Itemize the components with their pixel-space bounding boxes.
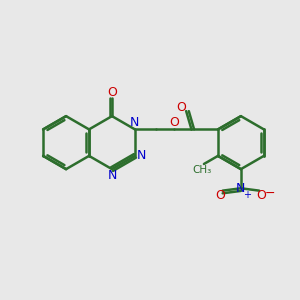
Text: O: O xyxy=(107,86,117,99)
Text: CH₃: CH₃ xyxy=(193,166,212,176)
Text: O: O xyxy=(169,116,179,129)
Text: −: − xyxy=(265,187,276,200)
Text: +: + xyxy=(243,190,251,200)
Text: N: N xyxy=(236,182,246,195)
Text: N: N xyxy=(130,116,140,129)
Text: O: O xyxy=(215,189,225,203)
Text: N: N xyxy=(107,169,117,182)
Text: O: O xyxy=(256,189,266,203)
Text: N: N xyxy=(137,149,146,162)
Text: O: O xyxy=(176,101,186,114)
